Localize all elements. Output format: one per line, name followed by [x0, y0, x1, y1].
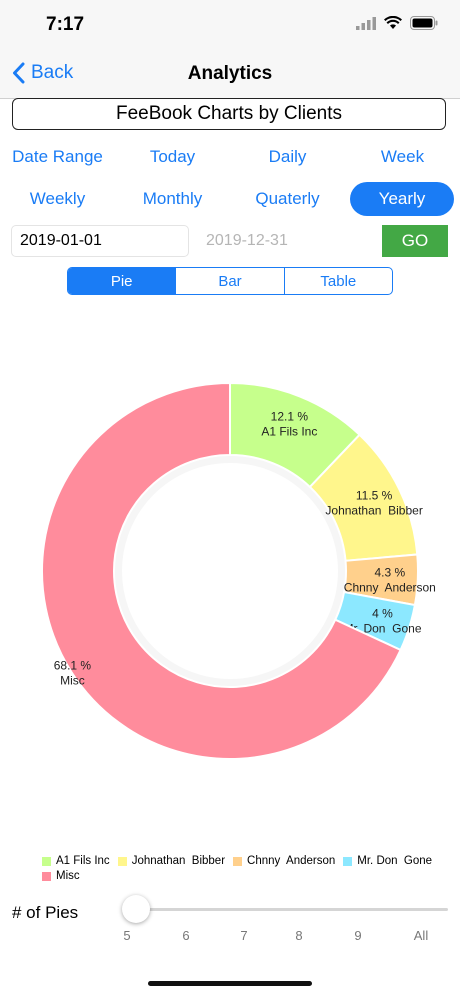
slice-name-label: Chnny Anderson — [344, 581, 436, 595]
slider-tick: 7 — [240, 928, 248, 943]
legend-item: Mr. Don Gone — [343, 855, 432, 867]
range-row-1: Date Range Today Daily Week — [0, 140, 460, 174]
chart-title-box: FeeBook Charts by Clients — [12, 98, 446, 130]
slider-tick: 9 — [354, 928, 362, 943]
legend-item: A1 Fils Inc — [42, 855, 110, 867]
slice-percent-label: 11.5 % — [356, 489, 393, 503]
slider-tick: 5 — [123, 928, 131, 943]
pie-chart: 12.1 %A1 Fils Inc 11.5 %Johnathan Bibber 4… — [41, 381, 436, 760]
pies-count-label: # of Pies — [12, 903, 79, 922]
pie-slice[interactable] — [41, 381, 402, 760]
range-weekly-button[interactable]: Weekly — [29, 189, 86, 208]
legend-swatch — [343, 856, 353, 866]
range-today-button[interactable]: Today — [149, 147, 196, 166]
battery-icon — [410, 16, 438, 30]
status-bar: 7:17 — [0, 0, 460, 50]
pies-slider-track[interactable] — [136, 908, 448, 911]
page-title: Analytics — [187, 63, 273, 84]
segment-pie[interactable]: Pie — [68, 268, 176, 294]
slice-name-label: Johnathan Bibber — [325, 504, 422, 518]
donut-inner-ring — [114, 455, 346, 687]
legend-label: Mr. Don Gone — [357, 855, 433, 867]
slice-percent-label: 68.1 % — [54, 659, 92, 673]
range-daily-button[interactable]: Daily — [268, 147, 307, 166]
back-button[interactable]: Back — [12, 62, 73, 84]
legend-swatch — [233, 856, 243, 866]
navigation-bar: Back Analytics — [0, 50, 460, 99]
legend-item: Chnny Anderson — [233, 855, 335, 867]
chevron-left-icon — [13, 62, 25, 84]
wifi-icon — [384, 16, 402, 29]
slider-tick: 8 — [295, 928, 303, 943]
legend-label: A1 Fils Inc — [56, 855, 110, 867]
slice-name-label: Misc — [60, 674, 85, 688]
chart-type-segmented-control: Pie Bar Table — [67, 267, 393, 295]
back-label: Back — [31, 62, 74, 83]
segment-bar[interactable]: Bar — [175, 268, 283, 294]
range-monthly-button[interactable]: Monthly — [142, 189, 203, 208]
status-time: 7:17 — [46, 14, 85, 35]
cellular-signal-icon — [356, 16, 376, 30]
legend-item: Johnathan Bibber — [117, 855, 226, 867]
slice-name-label: A1 Fils Inc — [261, 424, 317, 438]
range-yearly-button[interactable]: Yearly — [350, 182, 454, 216]
status-icons — [356, 16, 438, 30]
end-date-field[interactable]: 2019-12-31 — [197, 225, 382, 257]
legend-swatch — [42, 856, 51, 866]
slice-percent-label: 12.1 % — [271, 409, 309, 423]
slice-percent-label: 4.3 % — [374, 566, 405, 580]
range-date-range-button[interactable]: Date Range — [12, 147, 103, 166]
slice-percent-label: 4 % — [372, 606, 393, 620]
slider-tick: All — [413, 928, 429, 943]
legend-swatch — [117, 856, 127, 866]
go-button[interactable]: GO — [382, 225, 448, 257]
range-row-2: Weekly Monthly Quaterly Yearly — [0, 182, 460, 216]
chart-legend: A1 Fils Inc Johnathan Bibber Chnny Anderso… — [42, 855, 452, 885]
start-date-field[interactable]: 2019-01-01 — [11, 225, 189, 257]
range-week-button[interactable]: Week — [380, 147, 425, 166]
pies-slider-thumb[interactable] — [122, 895, 150, 923]
home-indicator — [148, 981, 312, 986]
legend-label: Misc — [56, 870, 80, 882]
legend-label: Chnny Anderson — [247, 855, 336, 867]
segment-table[interactable]: Table — [283, 268, 392, 294]
range-quaterly-button[interactable]: Quaterly — [255, 189, 320, 208]
legend-item: Misc — [42, 870, 80, 882]
legend-label: Johnathan Bibber — [131, 855, 226, 867]
legend-swatch — [42, 871, 51, 881]
slider-tick: 6 — [182, 928, 190, 943]
